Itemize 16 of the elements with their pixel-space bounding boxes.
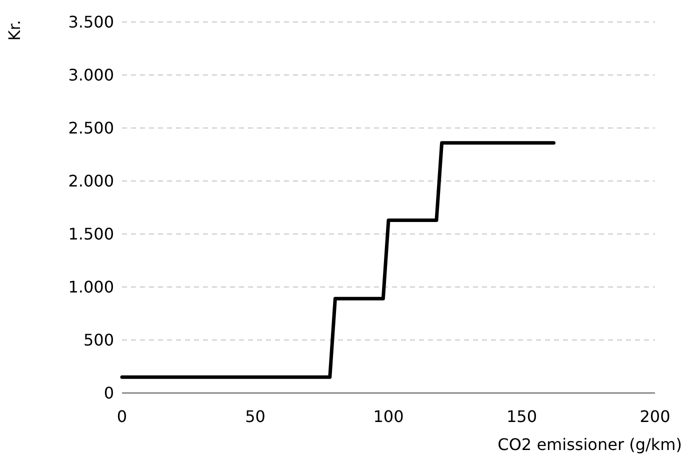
x-tick-label: 0 [116, 407, 128, 426]
y-tick-label: 0 [104, 384, 114, 403]
y-tick-label: 2.000 [68, 172, 114, 191]
y-tick-label: 1.000 [68, 278, 114, 297]
x-tick-label: 200 [640, 407, 670, 426]
x-tick-label: 50 [245, 407, 266, 426]
y-tick-label: 3.000 [68, 66, 114, 85]
y-tick-label: 500 [83, 330, 114, 350]
y-axis-title: Kr. [5, 20, 24, 41]
y-tick-label: 3.500 [68, 12, 114, 32]
x-axis-title: CO2 emissioner (g/km) [498, 435, 682, 454]
y-tick-label: 1.500 [68, 224, 114, 244]
line-series [120, 141, 556, 379]
y-tick-label: 2.500 [68, 118, 114, 138]
x-tick-label: 100 [373, 407, 404, 426]
x-tick-label: 150 [506, 407, 538, 426]
